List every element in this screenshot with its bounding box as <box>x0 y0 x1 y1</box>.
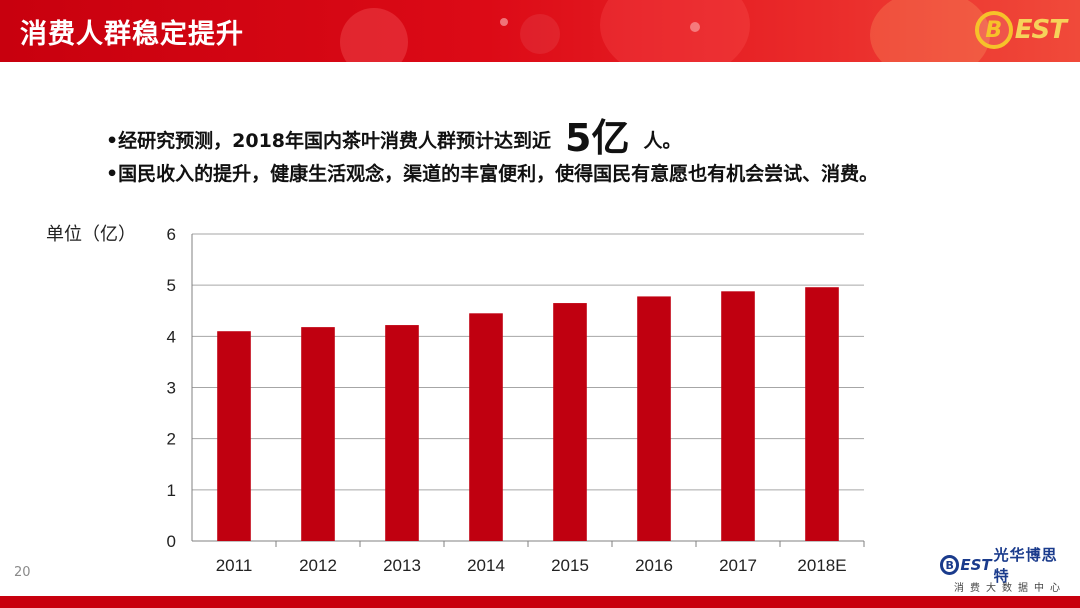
decor-bubble <box>340 8 408 62</box>
y-tick-label: 3 <box>167 379 176 398</box>
bullet-highlight: 5亿 <box>565 116 630 160</box>
y-tick-label: 2 <box>167 430 176 449</box>
decor-bubble <box>500 18 508 26</box>
x-tick-label: 2011 <box>216 556 253 575</box>
page-number: 20 <box>14 565 31 580</box>
bar <box>301 327 335 541</box>
x-tick-label: 2012 <box>299 556 337 575</box>
y-tick-label: 0 <box>167 532 176 551</box>
x-tick-label: 2014 <box>467 556 505 575</box>
y-tick-label: 1 <box>167 481 176 500</box>
best-logo: B EST <box>974 8 1067 52</box>
bullet-item: •经研究预测，2018年国内茶叶消费人群预计达到近 5亿 人。 <box>106 119 878 157</box>
bar <box>805 287 839 541</box>
bar <box>553 303 587 541</box>
brand-subtitle: 消费大数据中心 <box>954 583 1066 594</box>
brand-logo-text: EST <box>960 556 992 574</box>
decor-bubble <box>870 0 990 62</box>
y-tick-label: 6 <box>167 225 176 244</box>
bar <box>385 325 419 541</box>
brand-name: 光华博思特 <box>993 546 1058 585</box>
slide-title: 消费人群稳定提升 <box>20 19 244 50</box>
bullet-item: •国民收入的提升，健康生活观念，渠道的丰富便利，使得国民有意愿也有机会尝试、消费… <box>106 156 878 192</box>
y-tick-label: 4 <box>167 327 176 346</box>
bullet-list: •经研究预测，2018年国内茶叶消费人群预计达到近 5亿 人。 •国民收入的提升，健… <box>106 119 878 192</box>
logo-letter: B <box>974 11 1013 49</box>
bar <box>637 296 671 541</box>
header-banner: 消费人群稳定提升 B EST <box>0 0 1080 62</box>
bullet-text-end: 人。 <box>643 130 682 152</box>
x-tick-label: 2013 <box>383 556 421 575</box>
decor-bubble <box>600 0 750 62</box>
y-tick-label: 5 <box>167 276 176 295</box>
decor-bubble <box>690 22 700 32</box>
x-tick-label: 2015 <box>551 556 589 575</box>
decor-bubble <box>520 14 560 54</box>
footer-bar <box>0 596 1080 608</box>
footer-brand: B EST 光华博思特 消费大数据中心 <box>940 546 1070 594</box>
bullet-text: •国民收入的提升，健康生活观念，渠道的丰富便利，使得国民有意愿也有机会尝试、消费… <box>106 163 879 185</box>
x-tick-label: 2016 <box>635 556 673 575</box>
y-axis-unit-label: 单位（亿） <box>46 224 136 245</box>
bar <box>721 291 755 541</box>
bullet-text: •经研究预测，2018年国内茶叶消费人群预计达到近 <box>106 130 552 152</box>
logo-text: EST <box>1014 15 1067 45</box>
x-tick-label: 2017 <box>719 556 757 575</box>
x-tick-label: 2018E <box>797 556 846 575</box>
bar <box>469 313 503 541</box>
bar <box>217 331 251 541</box>
brand-logo-letter: B <box>940 555 960 575</box>
